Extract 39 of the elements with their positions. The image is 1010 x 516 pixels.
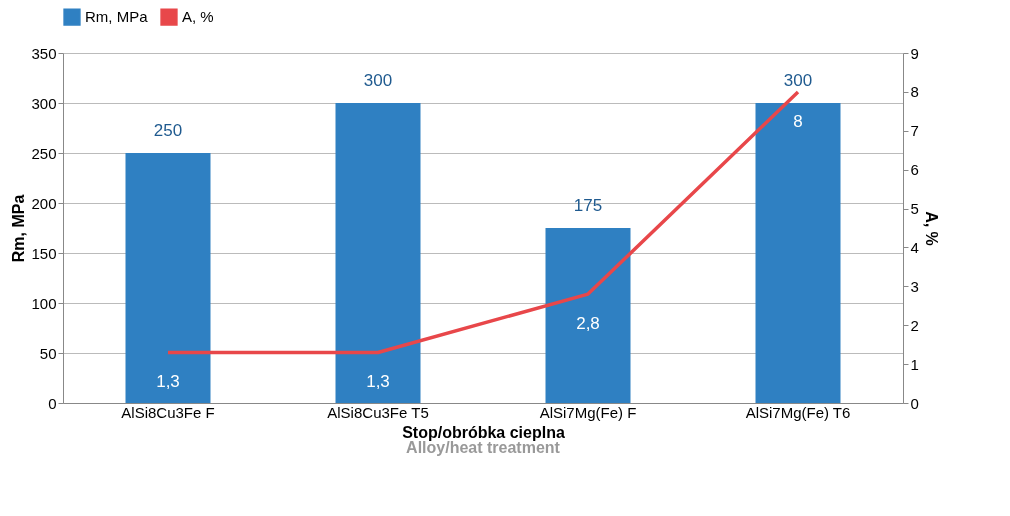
- bar: [755, 103, 841, 403]
- y2-tick-label: 7: [910, 122, 919, 140]
- data-label: 8: [793, 111, 803, 131]
- data-label: 1,3: [366, 372, 390, 392]
- data-label: 300: [783, 71, 813, 90]
- y-tick-label: 250: [31, 144, 57, 162]
- data-label: 300: [363, 71, 393, 90]
- bar: [125, 153, 211, 403]
- y-tick-label: 50: [39, 344, 57, 362]
- y-axis-title: Rm, MPa: [10, 194, 28, 263]
- y-tick-label: 150: [31, 244, 57, 262]
- x-tick-label: AlSi7Mg(Fe) F: [539, 403, 637, 421]
- data-label: 250: [153, 121, 183, 140]
- y2-tick-label: 3: [910, 277, 919, 295]
- data-label: 1,3: [156, 372, 180, 392]
- y2-tick-label: 4: [910, 238, 919, 256]
- y-tick-label: 0: [48, 394, 57, 412]
- y2-axis-title: A, %: [922, 211, 940, 246]
- x-tick-label: AlSi7Mg(Fe) T6: [745, 403, 851, 421]
- y2-tick-label: 0: [910, 394, 919, 412]
- y2-tick-label: 6: [910, 161, 919, 179]
- y-tick-label: 200: [31, 194, 57, 212]
- y-tick-label: 350: [31, 44, 57, 62]
- legend-label: A, %: [182, 8, 214, 26]
- y2-tick-label: 2: [910, 316, 919, 334]
- y2-tick-label: 8: [910, 83, 919, 101]
- data-label: 175: [573, 196, 603, 215]
- y2-tick-label: 1: [910, 355, 919, 373]
- x-axis-title: Stop/obróbka cieplna: [402, 423, 565, 441]
- x-tick-label: AlSi8Cu3Fe F: [121, 403, 215, 421]
- bar: [545, 228, 631, 403]
- data-label: 2,8: [576, 314, 600, 334]
- y-tick-label: 300: [31, 94, 57, 112]
- y-tick-label: 100: [31, 294, 57, 312]
- legend-label: Rm, MPa: [85, 8, 149, 26]
- x-tick-label: AlSi8Cu3Fe T5: [327, 403, 429, 421]
- y2-tick-label: 9: [910, 44, 919, 62]
- bar: [335, 103, 421, 403]
- y2-tick-label: 5: [910, 200, 919, 218]
